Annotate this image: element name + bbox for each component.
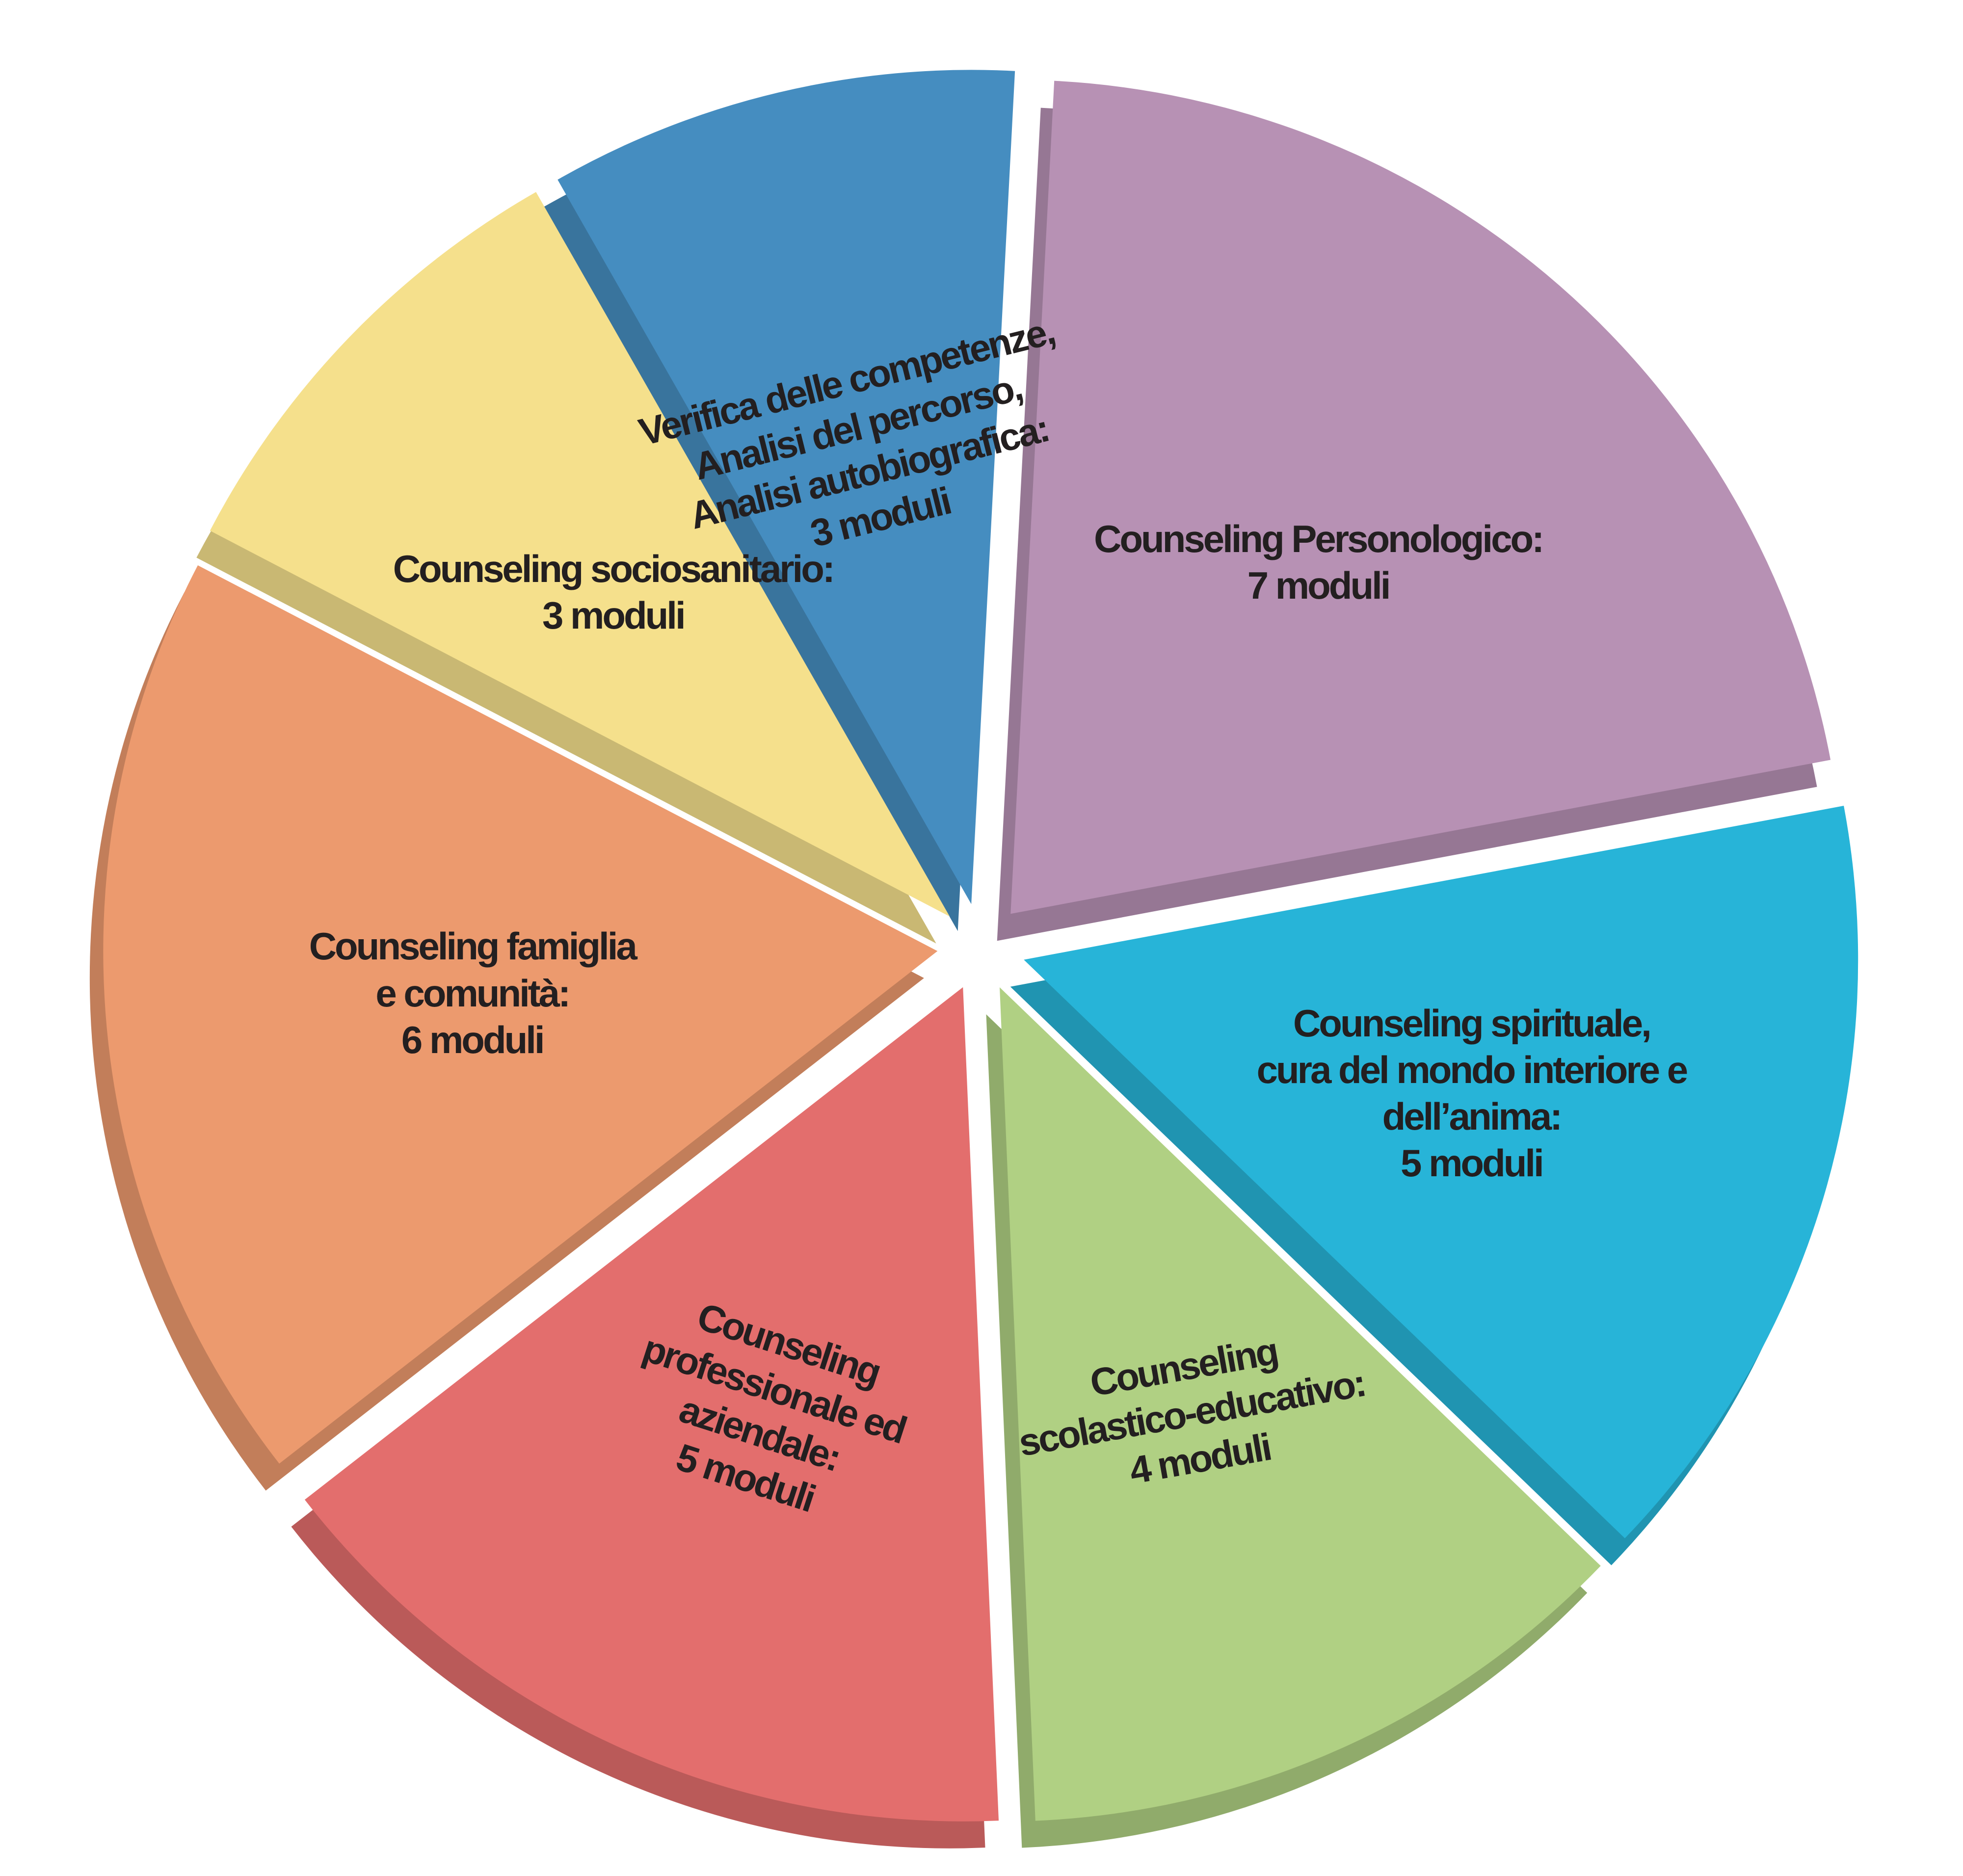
label-box: Counseling spirituale, cura del mondo in…: [1177, 956, 1766, 1231]
label-box: Counseling famiglia e comunità: 6 moduli: [178, 856, 767, 1131]
value-label: 3 moduli: [542, 594, 686, 637]
label-box: Counseling Personologico: 7 moduli: [1024, 425, 1613, 700]
label-box: Counseling sociosanitario: 3 moduli: [318, 455, 907, 730]
category-label: Counseling famiglia e comunità:: [309, 925, 637, 1015]
slice-label: Counseling famiglia e comunità:6 moduli: [178, 856, 767, 1131]
category-label: Counseling sociosanitario:: [393, 547, 835, 591]
value-label: 5 moduli: [1401, 1141, 1544, 1185]
value-label: 7 moduli: [1247, 563, 1391, 607]
slice: [210, 192, 950, 917]
category-label: Counseling Personologico:: [1094, 517, 1544, 560]
value-label: 6 moduli: [401, 1018, 545, 1061]
slice-label: Counseling Personologico:7 moduli: [1024, 425, 1613, 700]
slice: [999, 987, 1601, 1821]
slice: [557, 70, 1015, 904]
slice: [1010, 80, 1831, 914]
slice-label: Counseling spirituale, cura del mondo in…: [1177, 956, 1766, 1231]
slice: [103, 565, 938, 1464]
slice-label: Counseling sociosanitario:3 moduli: [318, 455, 907, 730]
category-label: Counseling spirituale, cura del mondo in…: [1256, 1002, 1689, 1138]
slice: [304, 987, 999, 1822]
slice: [1024, 805, 1858, 1538]
